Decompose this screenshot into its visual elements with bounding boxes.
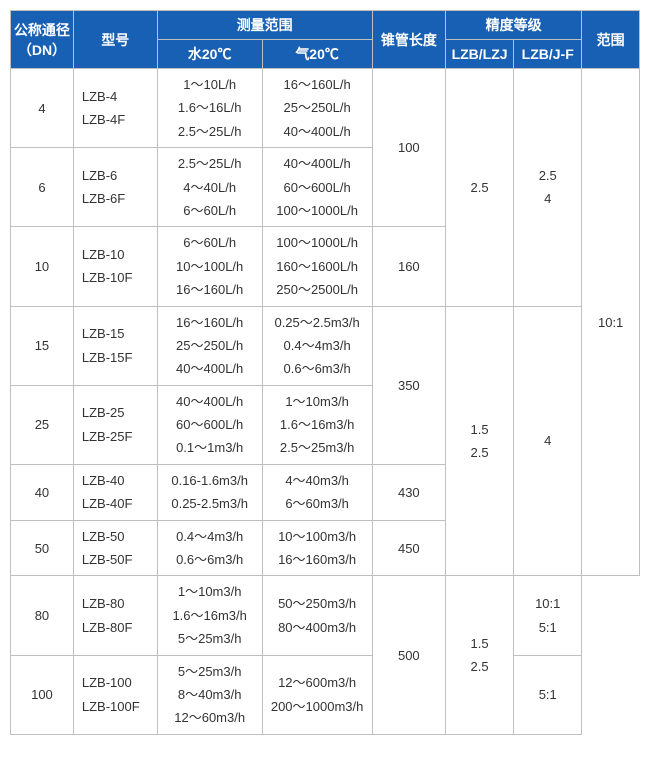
cell-model: LZB-15LZB-15F bbox=[73, 306, 157, 385]
cell-range: 10:15:1 bbox=[514, 576, 582, 655]
th-acc1: LZB/LZJ bbox=[446, 40, 514, 69]
cell-water: 40～400L/h60～600L/h0.1～1m3/h bbox=[157, 385, 262, 464]
cell-model: LZB-6LZB-6F bbox=[73, 148, 157, 227]
table-row: 4 LZB-4LZB-4F 1～10L/h1.6～16L/h2.5～25L/h … bbox=[11, 69, 640, 148]
cell-range: 5:1 bbox=[514, 655, 582, 734]
cell-model: LZB-10LZB-10F bbox=[73, 227, 157, 306]
cell-air: 16～160L/h25～250L/h40～400L/h bbox=[262, 69, 372, 148]
cell-dn: 15 bbox=[11, 306, 74, 385]
cell-acc1: 1.52.5 bbox=[446, 576, 514, 734]
spec-table: 公称通径（DN） 型号 测量范围 锥管长度 精度等级 范围 水20℃ 气20℃ … bbox=[10, 10, 640, 735]
cell-air: 12～600m3/h200～1000m3/h bbox=[262, 655, 372, 734]
cell-model: LZB-4LZB-4F bbox=[73, 69, 157, 148]
cell-dn: 50 bbox=[11, 520, 74, 576]
cell-dn: 4 bbox=[11, 69, 74, 148]
th-air: 气20℃ bbox=[262, 40, 372, 69]
cell-air: 40～400L/h60～600L/h100～1000L/h bbox=[262, 148, 372, 227]
cell-tubelen: 500 bbox=[372, 576, 445, 734]
cell-air: 4～40m3/h6～60m3/h bbox=[262, 464, 372, 520]
cell-tubelen: 160 bbox=[372, 227, 445, 306]
cell-tubelen: 430 bbox=[372, 464, 445, 520]
th-measure: 测量范围 bbox=[157, 11, 372, 40]
cell-model: LZB-100LZB-100F bbox=[73, 655, 157, 734]
cell-water: 6～60L/h10～100L/h16～160L/h bbox=[157, 227, 262, 306]
cell-dn: 100 bbox=[11, 655, 74, 734]
cell-acc2: 2.54 bbox=[514, 69, 582, 307]
cell-tubelen: 350 bbox=[372, 306, 445, 464]
th-range: 范围 bbox=[582, 11, 640, 69]
cell-dn: 40 bbox=[11, 464, 74, 520]
cell-water: 0.16-1.6m3/h0.25-2.5m3/h bbox=[157, 464, 262, 520]
cell-water: 1～10L/h1.6～16L/h2.5～25L/h bbox=[157, 69, 262, 148]
cell-water: 2.5～25L/h4～40L/h6～60L/h bbox=[157, 148, 262, 227]
cell-tubelen: 100 bbox=[372, 69, 445, 227]
cell-dn: 10 bbox=[11, 227, 74, 306]
cell-water: 16～160L/h25～250L/h40～400L/h bbox=[157, 306, 262, 385]
cell-dn: 80 bbox=[11, 576, 74, 655]
cell-acc2: 4 bbox=[514, 306, 582, 576]
table-row: 80 LZB-80LZB-80F 1～10m3/h1.6～16m3/h5～25m… bbox=[11, 576, 640, 655]
table-row: 100 LZB-100LZB-100F 5～25m3/h8～40m3/h12～6… bbox=[11, 655, 640, 734]
cell-air: 100～1000L/h160～1600L/h250～2500L/h bbox=[262, 227, 372, 306]
th-tubelen: 锥管长度 bbox=[372, 11, 445, 69]
th-acc2: LZB/J-F bbox=[514, 40, 582, 69]
cell-model: LZB-50LZB-50F bbox=[73, 520, 157, 576]
th-water: 水20℃ bbox=[157, 40, 262, 69]
cell-water: 1～10m3/h1.6～16m3/h5～25m3/h bbox=[157, 576, 262, 655]
cell-acc1: 1.52.5 bbox=[446, 306, 514, 576]
cell-water: 0.4～4m3/h0.6～6m3/h bbox=[157, 520, 262, 576]
cell-air: 0.25～2.5m3/h0.4～4m3/h0.6～6m3/h bbox=[262, 306, 372, 385]
cell-model: LZB-25LZB-25F bbox=[73, 385, 157, 464]
table-row: 15 LZB-15LZB-15F 16～160L/h25～250L/h40～40… bbox=[11, 306, 640, 385]
cell-acc1: 2.5 bbox=[446, 69, 514, 307]
cell-dn: 6 bbox=[11, 148, 74, 227]
th-accuracy: 精度等级 bbox=[446, 11, 582, 40]
cell-air: 10～100m3/h16～160m3/h bbox=[262, 520, 372, 576]
th-model: 型号 bbox=[73, 11, 157, 69]
cell-model: LZB-40LZB-40F bbox=[73, 464, 157, 520]
cell-water: 5～25m3/h8～40m3/h12～60m3/h bbox=[157, 655, 262, 734]
cell-model: LZB-80LZB-80F bbox=[73, 576, 157, 655]
cell-air: 50～250m3/h80～400m3/h bbox=[262, 576, 372, 655]
th-dn: 公称通径（DN） bbox=[11, 11, 74, 69]
cell-range: 10:1 bbox=[582, 69, 640, 576]
cell-air: 1～10m3/h1.6～16m3/h2.5～25m3/h bbox=[262, 385, 372, 464]
cell-dn: 25 bbox=[11, 385, 74, 464]
cell-tubelen: 450 bbox=[372, 520, 445, 576]
